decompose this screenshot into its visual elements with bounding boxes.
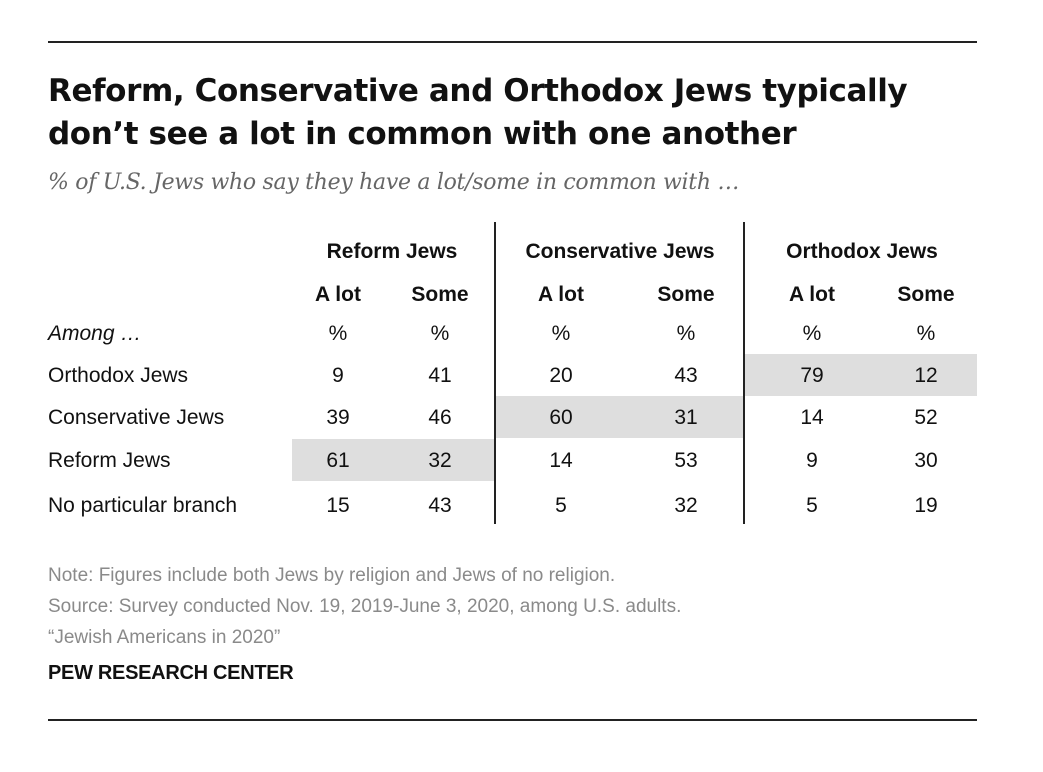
data-value: 19	[914, 494, 938, 517]
data-value: 60	[549, 406, 573, 429]
subcolumn-header: Some	[897, 283, 955, 306]
row-header: Among …	[48, 322, 142, 345]
column-group-header: Conservative Jews	[525, 240, 715, 263]
source-text: Source: Survey conducted Nov. 19, 2019-J…	[48, 596, 682, 617]
data-value: 43	[428, 494, 452, 517]
organization-name: PEW RESEARCH CENTER	[48, 662, 294, 684]
data-value: 5	[555, 494, 567, 517]
notes-block: Note: Figures include both Jews by relig…	[48, 560, 681, 653]
data-value: 9	[332, 364, 344, 387]
data-value: 14	[549, 449, 573, 472]
bottom-rule	[48, 719, 977, 721]
data-value: 39	[326, 406, 350, 429]
unit-label: %	[802, 322, 822, 345]
unit-label: %	[551, 322, 571, 345]
subcolumn-header: A lot	[538, 283, 584, 306]
subcolumn-header: Some	[411, 283, 469, 306]
data-value: 12	[914, 364, 938, 387]
highlight-band	[494, 396, 744, 438]
data-value: 31	[674, 406, 698, 429]
chart-subtitle: % of U.S. Jews who say they have a lot/s…	[48, 170, 740, 195]
unit-label: %	[676, 322, 696, 345]
data-value: 30	[914, 449, 938, 472]
note-text: Note: Figures include both Jews by relig…	[48, 565, 616, 586]
unit-label: %	[916, 322, 936, 345]
column-group-header: Orthodox Jews	[786, 240, 938, 263]
subcolumn-header: A lot	[789, 283, 835, 306]
data-value: 43	[674, 364, 698, 387]
data-value: 52	[914, 406, 938, 429]
highlight-band	[744, 354, 977, 396]
data-value: 32	[674, 494, 698, 517]
top-rule	[48, 41, 977, 43]
unit-label: %	[430, 322, 450, 345]
chart-title: Reform, Conservative and Orthodox Jews t…	[48, 73, 908, 152]
data-value: 79	[800, 364, 824, 387]
column-divider	[743, 222, 745, 524]
data-value: 14	[800, 406, 824, 429]
row-label: Orthodox Jews	[48, 364, 189, 387]
data-value: 41	[428, 364, 452, 387]
data-value: 20	[549, 364, 573, 387]
column-divider	[494, 222, 496, 524]
subcolumn-header: A lot	[315, 283, 361, 306]
data-value: 32	[428, 449, 452, 472]
data-value: 53	[674, 449, 698, 472]
column-group-header: Reform Jews	[326, 240, 458, 263]
subcolumn-header: Some	[657, 283, 715, 306]
data-value: 61	[326, 449, 350, 472]
unit-label: %	[328, 322, 348, 345]
row-label: Reform Jews	[48, 449, 171, 472]
data-value: 5	[806, 494, 818, 517]
highlight-band	[292, 439, 494, 481]
data-value: 46	[428, 406, 452, 429]
row-label: No particular branch	[48, 494, 238, 517]
data-value: 9	[806, 449, 818, 472]
row-label: Conservative Jews	[48, 406, 225, 429]
report-title: “Jewish Americans in 2020”	[48, 627, 281, 648]
data-value: 15	[326, 494, 350, 517]
